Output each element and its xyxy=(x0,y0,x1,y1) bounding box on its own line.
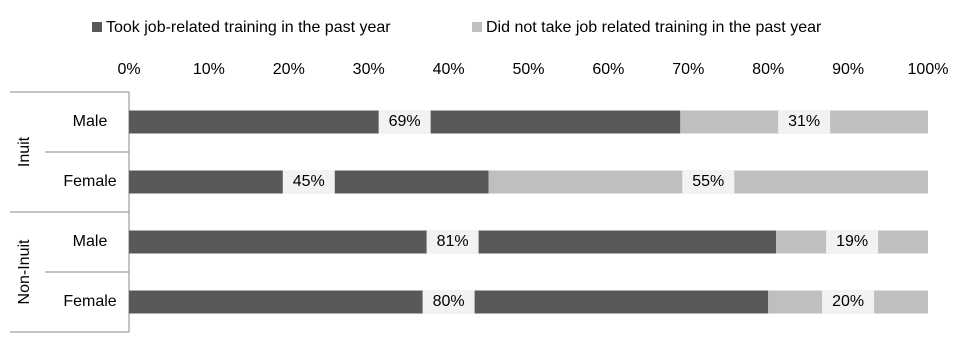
x-tick-label: 100% xyxy=(908,61,949,78)
data-label-box xyxy=(822,290,875,314)
x-tick-label: 80% xyxy=(752,61,784,78)
legend-swatch xyxy=(472,22,482,32)
category-label: Male xyxy=(73,233,108,250)
x-tick-label: 20% xyxy=(273,61,305,78)
x-tick-label: 90% xyxy=(832,61,864,78)
data-label: 31% xyxy=(788,113,820,130)
data-label: 80% xyxy=(433,293,465,310)
category-label: Female xyxy=(63,173,116,190)
data-label-box xyxy=(682,170,735,194)
data-label-box xyxy=(826,230,879,254)
data-label: 55% xyxy=(692,173,724,190)
data-label-box xyxy=(778,110,831,134)
category-label: Male xyxy=(73,113,108,130)
category-label: Female xyxy=(63,293,116,310)
legend-swatch xyxy=(92,22,102,32)
legend-label: Did not take job related training in the… xyxy=(486,19,822,36)
data-label: 19% xyxy=(836,233,868,250)
data-label: 81% xyxy=(437,233,469,250)
x-tick-label: 10% xyxy=(193,61,225,78)
data-label-box xyxy=(422,290,475,314)
data-label-box xyxy=(378,110,431,134)
x-tick-label: 0% xyxy=(117,61,140,78)
data-label: 45% xyxy=(293,173,325,190)
x-tick-label: 30% xyxy=(353,61,385,78)
data-label: 69% xyxy=(389,113,421,130)
data-label-box xyxy=(282,170,335,194)
x-tick-label: 60% xyxy=(592,61,624,78)
x-tick-label: 50% xyxy=(512,61,544,78)
group-label: Inuit xyxy=(16,136,33,167)
group-label: Non-Inuit xyxy=(16,239,33,304)
x-tick-label: 70% xyxy=(672,61,704,78)
data-label-box xyxy=(426,230,479,254)
data-label: 20% xyxy=(832,293,864,310)
legend-label: Took job-related training in the past ye… xyxy=(106,19,391,36)
x-tick-label: 40% xyxy=(433,61,465,78)
